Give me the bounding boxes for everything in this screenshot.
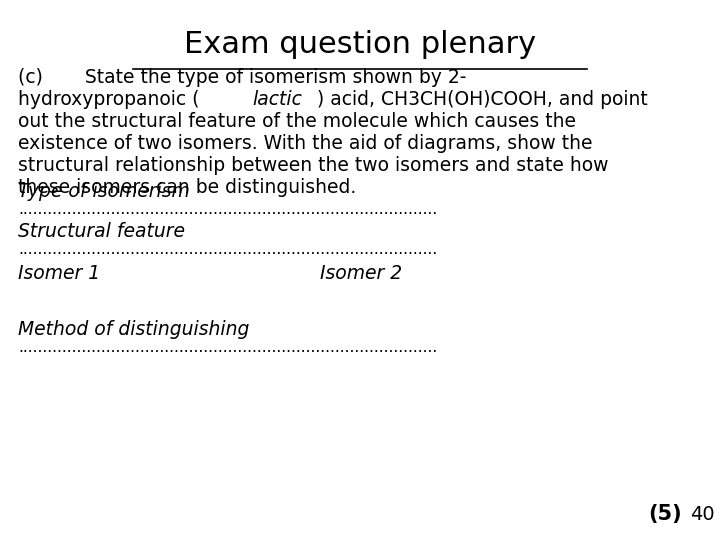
Text: (c)       State the type of isomerism shown by 2-: (c) State the type of isomerism shown by…: [18, 68, 467, 87]
Text: structural relationship between the two isomers and state how: structural relationship between the two …: [18, 156, 608, 175]
Text: ) acid, CH3CH(OH)COOH, and point: ) acid, CH3CH(OH)COOH, and point: [317, 90, 647, 109]
Text: Method of distinguishing: Method of distinguishing: [18, 320, 249, 339]
Text: ................................................................................: ........................................…: [18, 202, 437, 217]
Text: these isomers can be distinguished.: these isomers can be distinguished.: [18, 178, 356, 197]
Text: hydroxypropanoic (: hydroxypropanoic (: [18, 90, 199, 109]
Text: out the structural feature of the molecule which causes the: out the structural feature of the molecu…: [18, 112, 576, 131]
Text: Exam question plenary: Exam question plenary: [184, 30, 536, 59]
Text: Isomer 1: Isomer 1: [18, 264, 100, 283]
Text: Isomer 2: Isomer 2: [320, 264, 402, 283]
Text: (5): (5): [648, 504, 682, 524]
Text: 40: 40: [690, 505, 715, 524]
Text: lactic: lactic: [252, 90, 302, 109]
Text: ................................................................................: ........................................…: [18, 340, 437, 355]
Text: ................................................................................: ........................................…: [18, 242, 437, 257]
Text: Type of isomerism: Type of isomerism: [18, 182, 190, 201]
Text: existence of two isomers. With the aid of diagrams, show the: existence of two isomers. With the aid o…: [18, 134, 593, 153]
Text: Structural feature: Structural feature: [18, 222, 185, 241]
